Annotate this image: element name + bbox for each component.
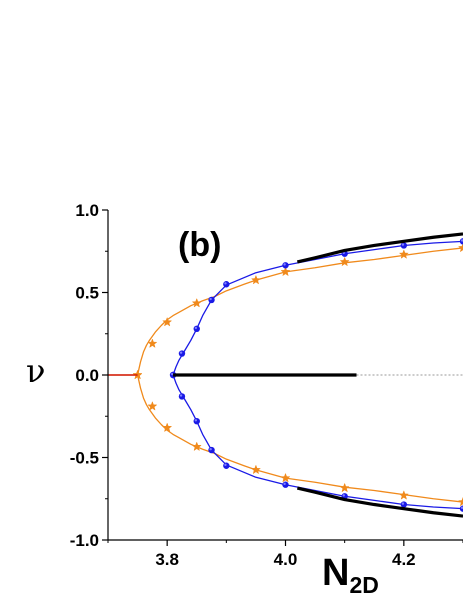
series-0-star-marker — [162, 316, 173, 327]
series-1-circle-marker — [208, 446, 215, 454]
series-0-star-marker — [250, 274, 261, 285]
series-1-circle-marker-highlight — [170, 372, 174, 376]
series-2-line-upper — [296, 232, 463, 264]
y-tick-label: -1.0 — [70, 531, 99, 550]
series-1-circle-marker — [223, 281, 230, 288]
series-0-star-marker — [457, 496, 463, 507]
y-tick-label: 1.0 — [75, 201, 99, 220]
series-2-line-lower — [296, 486, 463, 518]
y-tick-label: 0.5 — [75, 284, 99, 303]
series-0-star-marker — [132, 369, 143, 380]
series-1-circle-marker — [193, 418, 200, 425]
y-axis-label: ν — [26, 352, 45, 390]
series-0-star-marker — [162, 422, 173, 433]
series-1-circle-marker-highlight — [342, 494, 345, 497]
series-1-circle-marker-highlight — [209, 297, 212, 301]
series-1-circle-marker-highlight — [224, 282, 227, 285]
series-1-circle-marker-highlight — [194, 326, 198, 330]
series-1-circle-marker-highlight — [283, 263, 286, 266]
series-1-circle-marker-highlight — [179, 394, 183, 397]
panel-label: (b) — [178, 226, 221, 264]
series-1-circle-marker-highlight — [283, 482, 286, 486]
series-0-star-marker — [280, 266, 291, 277]
series-1-circle-marker-highlight — [401, 502, 405, 505]
series-1-circle-marker — [208, 296, 215, 304]
plot-area — [108, 232, 463, 518]
y-tick-label: 0.0 — [75, 366, 99, 385]
series-0-star-marker — [339, 482, 350, 493]
series-1-circle-marker — [282, 481, 289, 488]
x-axis-label-subscript: 2D — [349, 572, 378, 598]
series-0-star-marker — [457, 242, 463, 253]
series-1-line-lower — [172, 374, 463, 510]
x-tick-label: 4.2 — [392, 550, 416, 569]
series-1-circle-marker-highlight — [460, 239, 463, 242]
series-1-circle-marker — [178, 350, 186, 357]
series-0-star-marker — [398, 490, 409, 500]
y-tick-label: -0.5 — [70, 449, 99, 468]
series-0-star-marker — [280, 472, 291, 483]
series-1-circle-marker — [178, 393, 186, 400]
series-0-star-marker — [191, 297, 202, 308]
series-1-circle-marker-highlight — [179, 351, 183, 354]
series-1-circle-marker-highlight — [224, 463, 227, 467]
series-1-circle-marker-highlight — [194, 419, 198, 422]
x-axis-label: N2D — [322, 552, 379, 598]
x-tick-label: 3.8 — [155, 550, 179, 569]
series-0-star-marker — [191, 441, 202, 452]
x-axis-label-main: N — [322, 552, 349, 594]
series-1-circle-marker — [282, 262, 289, 269]
series-1-circle-marker-highlight — [460, 506, 463, 509]
series-0-star-marker — [147, 338, 158, 348]
series-0-star-marker — [250, 464, 261, 475]
series-1-circle-marker-highlight — [401, 243, 405, 246]
series-1-circle-marker — [193, 325, 200, 332]
series-1-circle-marker — [223, 462, 230, 469]
series-0-star-marker — [398, 249, 409, 259]
series-0-star-marker — [339, 256, 350, 267]
series-0-star-marker — [147, 401, 158, 411]
axes: 1.0 0.5 0.0 -0.5 -1.0 3.8 4.0 4.2 — [70, 201, 463, 569]
x-tick-label: 4.0 — [274, 550, 298, 569]
series-1-circle-marker-highlight — [209, 447, 212, 451]
